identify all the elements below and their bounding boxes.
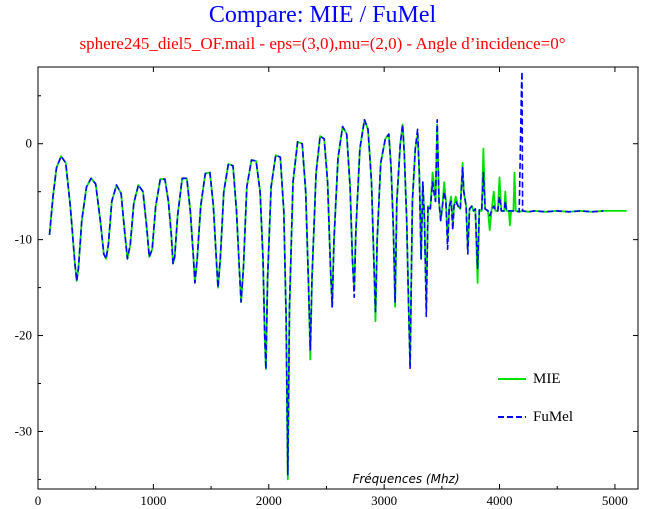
y-axis: 0 -10 -20 -30 — [15, 95, 638, 480]
x-tick-label: 5000 — [602, 493, 628, 508]
y-tick-label: 0 — [26, 136, 33, 151]
series-fumel-line — [48, 71, 604, 476]
x-tick-label: 1000 — [140, 493, 166, 508]
legend: MIE FuMel — [498, 371, 573, 425]
x-axis-label: Fréquences (Mhz) — [352, 472, 459, 486]
x-tick-label: 0 — [35, 493, 42, 508]
x-tick-label: 2000 — [256, 493, 282, 508]
y-tick-label: -10 — [15, 232, 32, 247]
y-tick-label: -30 — [15, 423, 32, 438]
x-axis: 0 1000 2000 3000 4000 5000 — [35, 67, 628, 508]
series-layer — [48, 71, 627, 481]
legend-label-mie: MIE — [533, 371, 561, 387]
x-tick-label: 3000 — [371, 493, 397, 508]
plot-frame — [37, 66, 639, 490]
y-tick-label: -20 — [15, 328, 32, 343]
series-mie-line — [48, 118, 627, 481]
x-tick-label: 4000 — [487, 493, 513, 508]
chart-title: Compare: MIE / FuMel — [208, 2, 437, 28]
chart-subtitle: sphere245_diel5_OF.mail - eps=(3,0),mu=(… — [79, 34, 566, 53]
legend-label-fumel: FuMel — [533, 409, 573, 425]
